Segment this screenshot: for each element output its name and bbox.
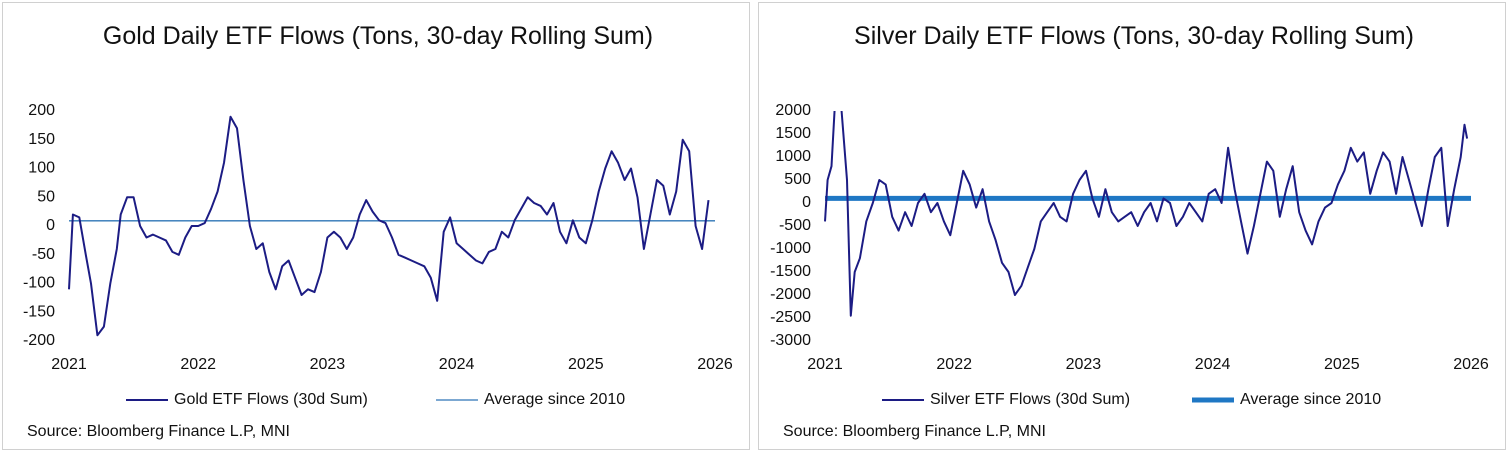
y-tick-label: -50 bbox=[32, 246, 55, 263]
x-tick-label: 2023 bbox=[1066, 356, 1102, 373]
y-tick-label: 200 bbox=[28, 102, 55, 119]
x-tick-label: 2026 bbox=[697, 356, 733, 373]
chart: -200 -150 -100 -50 0 50 100 150 200 2021 2022 2023 2… bbox=[23, 102, 733, 440]
y-tick-label: -1500 bbox=[770, 263, 811, 280]
y-tick-label: -500 bbox=[779, 217, 811, 234]
legend-label: Average since 2010 bbox=[1240, 391, 1381, 408]
y-tick-label: 150 bbox=[28, 131, 55, 148]
y-tick-label: -3000 bbox=[770, 332, 811, 349]
source-note: Source: Bloomberg Finance L.P, MNI bbox=[27, 423, 290, 440]
y-tick-label: -200 bbox=[23, 332, 55, 349]
legend-label: Gold ETF Flows (30d Sum) bbox=[174, 391, 368, 408]
y-tick-label: 1500 bbox=[775, 125, 811, 142]
y-tick-label: -150 bbox=[23, 303, 55, 320]
x-tick-label: 2024 bbox=[439, 356, 475, 373]
chart-title: Silver Daily ETF Flows (Tons, 30-day Rol… bbox=[854, 22, 1414, 50]
y-tick-label: 0 bbox=[46, 217, 55, 234]
y-tick-label: -2500 bbox=[770, 309, 811, 326]
y-tick-label: 50 bbox=[37, 188, 55, 205]
chart-panel: Gold Daily ETF Flows (Tons, 30-day Rolli… bbox=[2, 2, 750, 450]
x-tick-label: 2021 bbox=[807, 356, 843, 373]
chart-title: Gold Daily ETF Flows (Tons, 30-day Rolli… bbox=[102, 22, 654, 50]
x-tick-label: 2023 bbox=[310, 356, 346, 373]
line-series bbox=[68, 115, 710, 337]
x-tick-label: 2025 bbox=[1324, 356, 1360, 373]
source-note: Source: Bloomberg Finance L.P, MNI bbox=[783, 423, 1046, 440]
x-tick-label: 2022 bbox=[936, 356, 972, 373]
x-tick-label: 2025 bbox=[568, 356, 604, 373]
x-tick-label: 2024 bbox=[1195, 356, 1231, 373]
y-tick-label: -100 bbox=[23, 275, 55, 292]
chart-panel: Silver Daily ETF Flows (Tons, 30-day Rol… bbox=[758, 2, 1506, 450]
x-tick-label: 2021 bbox=[51, 356, 87, 373]
y-tick-label: -2000 bbox=[770, 286, 811, 303]
y-tick-label: 100 bbox=[28, 160, 55, 177]
legend-label: Silver ETF Flows (30d Sum) bbox=[930, 391, 1130, 408]
y-tick-label: -1000 bbox=[770, 240, 811, 257]
y-tick-label: 2000 bbox=[775, 102, 811, 119]
y-tick-label: 0 bbox=[802, 194, 811, 211]
chart: -3000 -2500 -2000 -1500 -1000 -500 0 500 1000 150… bbox=[770, 102, 1489, 440]
x-tick-label: 2022 bbox=[180, 356, 216, 373]
line-series bbox=[824, 111, 1469, 317]
legend-label: Average since 2010 bbox=[484, 391, 625, 408]
y-tick-label: 500 bbox=[784, 171, 811, 188]
x-tick-label: 2026 bbox=[1453, 356, 1489, 373]
y-tick-label: 1000 bbox=[775, 148, 811, 165]
